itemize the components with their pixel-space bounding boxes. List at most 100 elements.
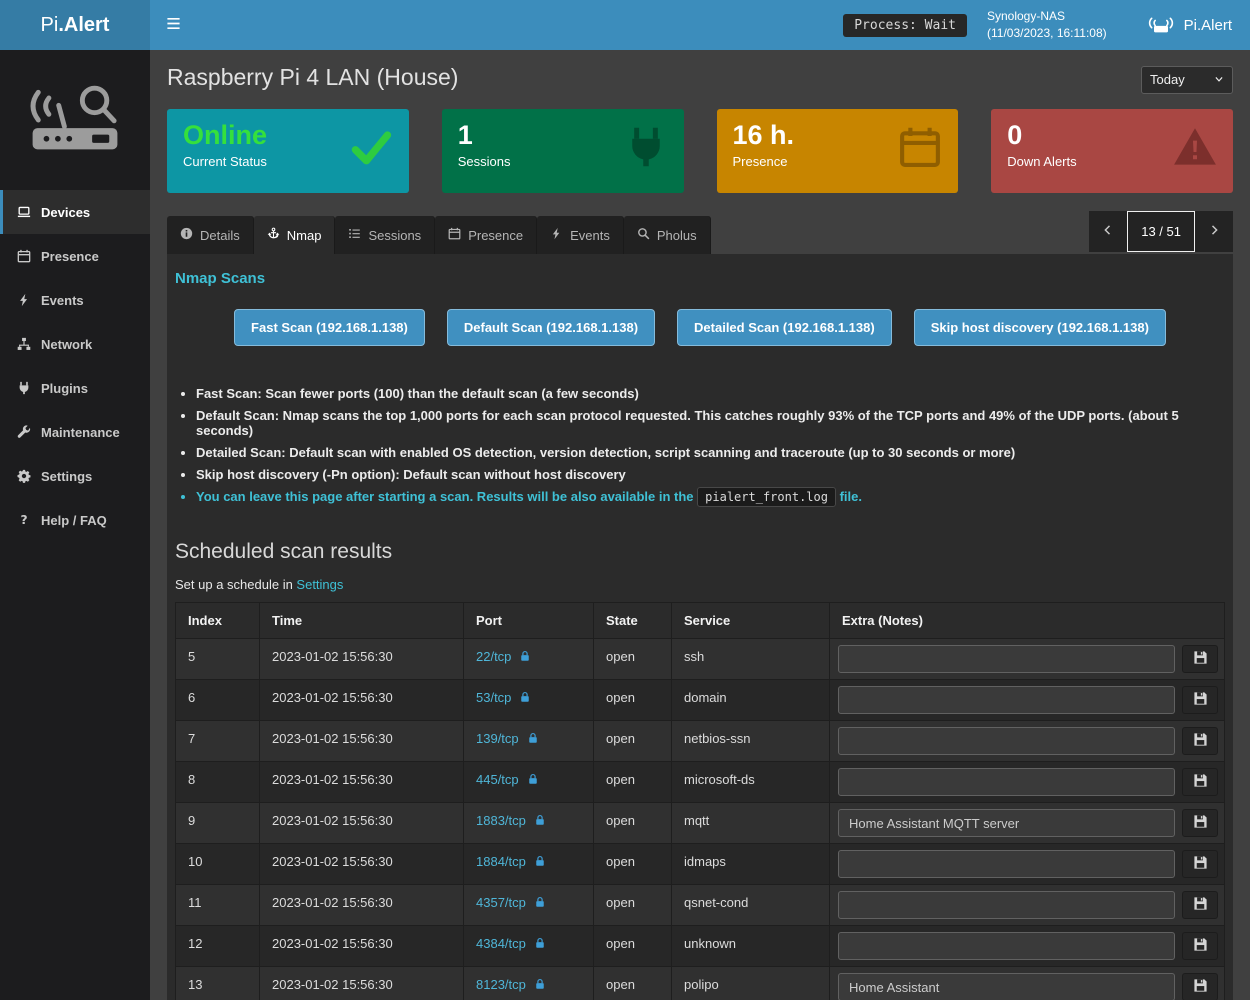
hamburger-icon [166,16,181,34]
info-box-value: 1 [457,120,473,150]
save-icon [1193,732,1208,750]
app-logo[interactable]: Pi .Alert [0,0,150,50]
cell-notes [829,884,1225,926]
tab-events[interactable]: Events [537,216,624,254]
tab-label: Details [200,227,240,243]
note-input[interactable] [838,768,1175,796]
lock-icon [534,895,546,910]
save-icon [1193,855,1208,873]
port-link[interactable]: 4384/tcp [476,936,526,951]
scan-result-row: 12 2023-01-02 15:56:30 4384/tcp open unknown [175,925,1225,967]
save-note-button[interactable] [1182,973,1218,1000]
settings-link[interactable]: Settings [296,577,344,592]
anchor-icon [267,227,280,243]
note-input[interactable] [838,891,1175,919]
note-input[interactable] [838,645,1175,673]
sidebar-item-network[interactable]: Network [0,322,150,366]
sidebar-item-label: Network [41,336,93,352]
cell-time: 2023-01-02 15:56:30 [259,638,464,680]
cell-service: mqtt [671,802,830,844]
sidebar-toggle-button[interactable] [150,0,196,50]
cell-service: qsnet-cond [671,884,830,926]
plug-icon [624,125,668,174]
period-select[interactable]: Today [1141,65,1233,94]
nmap-panel: Nmap Scans Fast Scan (192.168.1.138) Defa… [167,254,1233,1000]
cell-service: microsoft-ds [671,761,830,803]
save-note-button[interactable] [1182,932,1218,960]
sidebar-item-maintenance[interactable]: Maintenance [0,410,150,454]
info-box-sessions: 1 Sessions [441,109,684,193]
results-table-body: 5 2023-01-02 15:56:30 22/tcp open ssh 6 2023-0… [175,638,1225,1000]
chevron-right-icon [1208,224,1220,239]
cell-state: open [593,720,672,762]
tab-presence[interactable]: Presence [435,216,538,254]
sidebar-item-plugins[interactable]: Plugins [0,366,150,410]
port-link[interactable]: 1884/tcp [476,854,526,869]
sidebar-item-settings[interactable]: Settings [0,454,150,498]
port-link[interactable]: 22/tcp [476,649,512,664]
cell-time: 2023-01-02 15:56:30 [259,802,464,844]
sidebar-item-events[interactable]: Events [0,278,150,322]
cell-time: 2023-01-02 15:56:30 [259,720,464,762]
note-input[interactable] [838,850,1175,878]
tab-nmap[interactable]: Nmap [253,216,336,254]
next-device-button[interactable] [1195,211,1233,252]
list-icon [348,227,361,243]
tab-details[interactable]: Details [167,216,254,254]
save-note-button[interactable] [1182,891,1218,919]
device-counter: 13 / 51 [1127,211,1195,252]
scan-button-0[interactable]: Fast Scan (192.168.1.138) [234,309,425,346]
save-icon [1193,978,1208,996]
port-link[interactable]: 445/tcp [476,772,519,787]
note-input[interactable] [838,973,1175,1000]
cell-index: 13 [175,966,260,1000]
sidebar-item-label: Presence [41,248,99,264]
account-menu[interactable]: Pi.Alert [1137,0,1250,50]
table-header-row: Index Time Port State Service Extra (Notes) [175,602,1225,639]
cell-port: 8123/tcp [463,966,594,1000]
scan-buttons: Fast Scan (192.168.1.138) Default Scan (1… [175,309,1225,346]
save-note-button[interactable] [1182,850,1218,878]
port-link[interactable]: 4357/tcp [476,895,526,910]
scan-button-2[interactable]: Detailed Scan (192.168.1.138) [677,309,892,346]
prev-device-button[interactable] [1089,211,1128,252]
tab-sessions[interactable]: Sessions [335,216,436,254]
save-note-button[interactable] [1182,727,1218,755]
port-link[interactable]: 139/tcp [476,731,519,746]
calendar-icon [16,249,32,263]
note-input[interactable] [838,686,1175,714]
cell-service: ssh [671,638,830,680]
info-box-value: 0 [1007,120,1023,150]
port-link[interactable]: 8123/tcp [476,977,526,992]
save-note-button[interactable] [1182,686,1218,714]
note-input[interactable] [838,809,1175,837]
scan-result-row: 13 2023-01-02 15:56:30 8123/tcp open polipo [175,966,1225,1000]
host-name: Synology-NAS [986,8,1066,23]
sidebar-item-label: Help / FAQ [41,512,107,528]
sidebar-item-devices[interactable]: Devices [0,190,150,234]
scan-result-row: 8 2023-01-02 15:56:30 445/tcp open microsoft… [175,761,1225,803]
cell-port: 445/tcp [463,761,594,803]
scan-button-1[interactable]: Default Scan (192.168.1.138) [446,309,656,346]
svg-text:?: ? [20,513,27,527]
sidebar-item-help-faq[interactable]: ? Help / FAQ [0,498,150,542]
tab-pholus[interactable]: Pholus [623,216,711,254]
note-input[interactable] [838,727,1175,755]
app-logo-prefix: Pi [40,13,59,36]
port-link[interactable]: 53/tcp [476,690,512,705]
save-note-button[interactable] [1182,645,1218,673]
save-note-button[interactable] [1182,768,1218,796]
sidebar: Devices Presence Events Network Plugins Maint… [0,50,150,1000]
scan-button-3[interactable]: Skip host discovery (192.168.1.138) [913,309,1166,346]
port-link[interactable]: 1883/tcp [476,813,526,828]
note-input[interactable] [838,932,1175,960]
cell-time: 2023-01-02 15:56:30 [259,843,464,885]
cell-service: idmaps [671,843,830,885]
nmap-scans-heading: Nmap Scans [175,270,266,287]
lock-icon [534,813,546,828]
lock-icon [527,772,539,787]
cell-port: 1883/tcp [463,802,594,844]
sidebar-item-presence[interactable]: Presence [0,234,150,278]
bolt-icon [550,227,563,243]
save-note-button[interactable] [1182,809,1218,837]
